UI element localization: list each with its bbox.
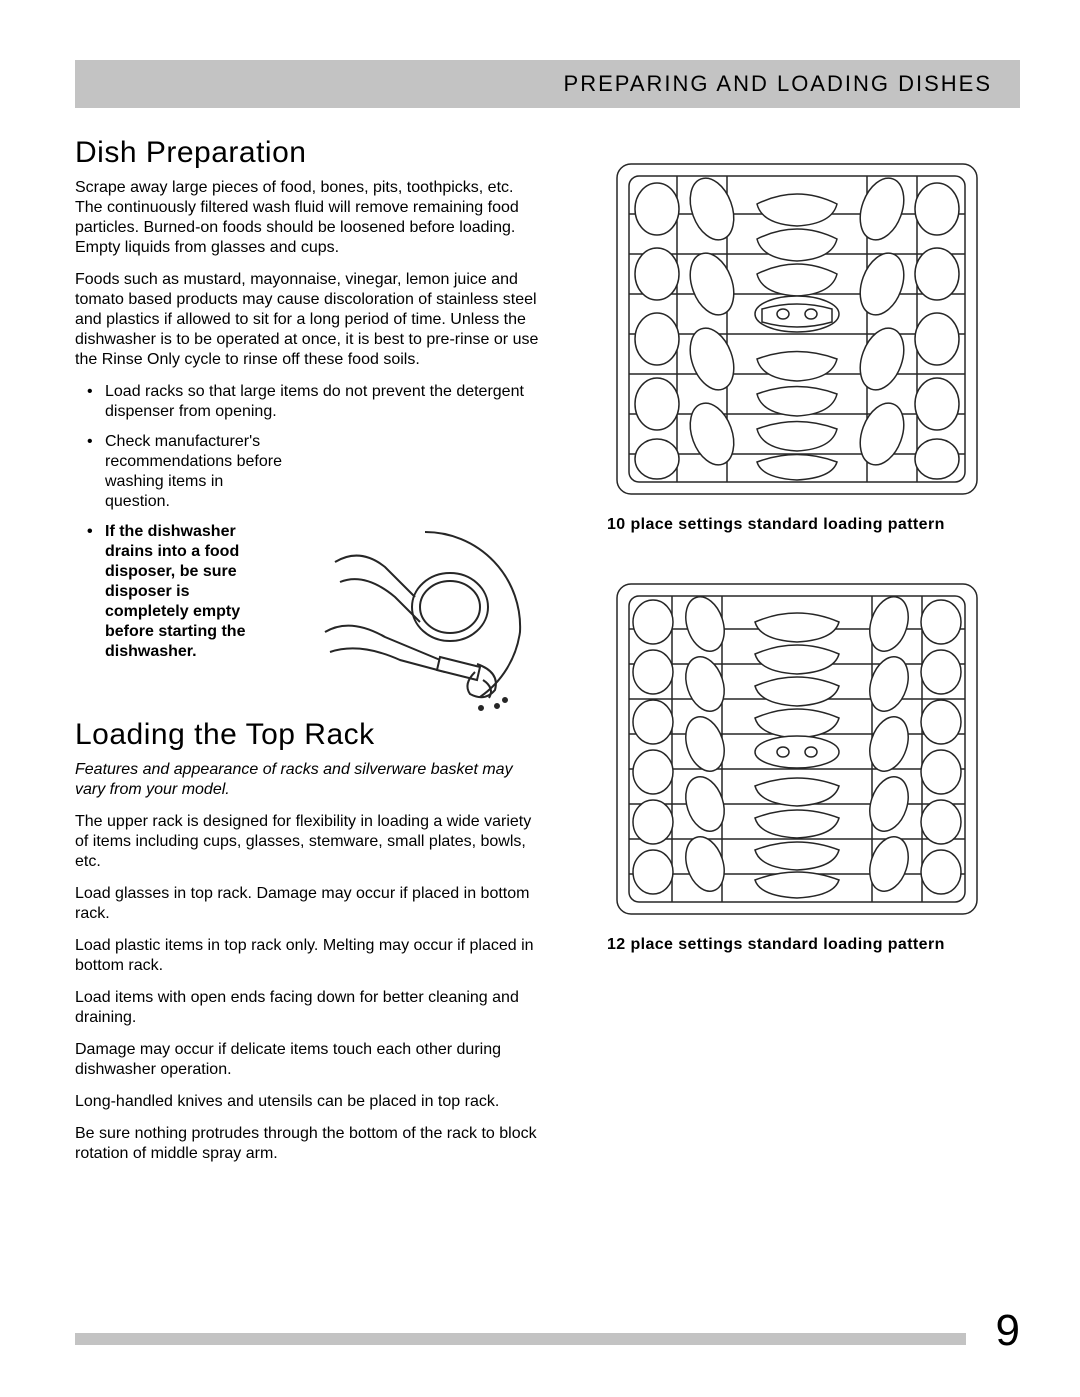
header-title: PREPARING AND LOADING DISHES bbox=[564, 71, 992, 97]
scrape-plate-illustration bbox=[305, 512, 545, 712]
content-columns: Dish Preparation Scrape away large piece… bbox=[75, 136, 1020, 1176]
rack-12-place-illustration bbox=[607, 574, 987, 924]
top-rack-p6: Long-handled knives and utensils can be … bbox=[75, 1092, 545, 1112]
dish-prep-heading: Dish Preparation bbox=[75, 136, 545, 170]
fig1-caption: 10 place settings standard loading patte… bbox=[607, 516, 1007, 534]
bullet-item: Check manufacturer's recommendations bef… bbox=[93, 432, 283, 512]
dish-prep-bullets: Load racks so that large items do not pr… bbox=[75, 382, 545, 662]
dish-prep-p1: Scrape away large pieces of food, bones,… bbox=[75, 178, 545, 258]
top-rack-p1: The upper rack is designed for flexibili… bbox=[75, 812, 545, 872]
top-rack-p4: Load items with open ends facing down fo… bbox=[75, 988, 545, 1028]
footer-bar bbox=[75, 1333, 966, 1345]
top-rack-p2: Load glasses in top rack. Damage may occ… bbox=[75, 884, 545, 924]
top-rack-note: Features and appearance of racks and sil… bbox=[75, 760, 545, 800]
rack-10-place-illustration bbox=[607, 154, 987, 504]
top-rack-p7: Be sure nothing protrudes through the bo… bbox=[75, 1124, 545, 1164]
top-rack-p5: Damage may occur if delicate items touch… bbox=[75, 1040, 545, 1080]
top-rack-heading: Loading the Top Rack bbox=[75, 718, 545, 752]
right-column: 10 place settings standard loading patte… bbox=[587, 136, 1007, 1176]
dish-prep-p2: Foods such as mustard, mayonnaise, vineg… bbox=[75, 270, 545, 370]
header-bar: PREPARING AND LOADING DISHES bbox=[75, 60, 1020, 108]
top-rack-p3: Load plastic items in top rack only. Mel… bbox=[75, 936, 545, 976]
left-column: Dish Preparation Scrape away large piece… bbox=[75, 136, 545, 1176]
bullet-item: If the dishwasher drains into a food dis… bbox=[93, 522, 263, 662]
page-number: 9 bbox=[996, 1309, 1020, 1353]
page-footer: 9 bbox=[75, 1309, 1020, 1353]
fig2-caption: 12 place settings standard loading patte… bbox=[607, 936, 1007, 954]
page-container: PREPARING AND LOADING DISHES Dish Prepar… bbox=[0, 0, 1080, 1397]
bullet-item: Load racks so that large items do not pr… bbox=[93, 382, 545, 422]
